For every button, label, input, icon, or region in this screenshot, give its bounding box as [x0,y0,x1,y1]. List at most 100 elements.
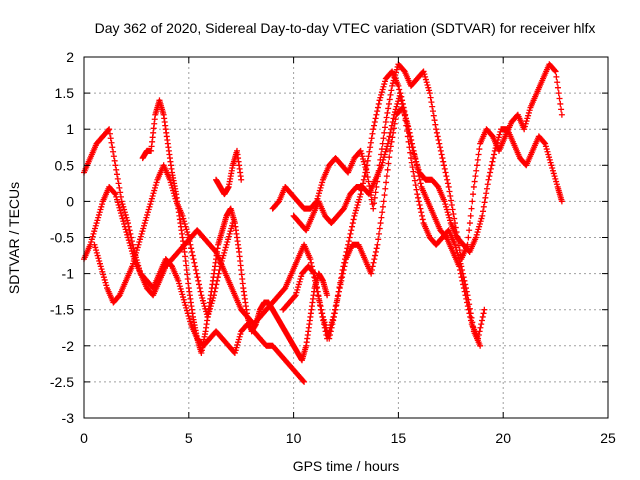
data-point [175,277,182,284]
data-point [371,256,378,263]
data-point [122,226,129,233]
data-point [98,266,105,273]
data-point [177,285,184,292]
data-point [388,138,395,145]
data-point [319,179,326,186]
data-point [94,217,101,224]
data-point [124,231,131,238]
data-point [144,211,151,218]
y-tick-label: 2 [66,49,74,65]
data-point [235,336,242,343]
data-point [472,234,479,241]
data-point [331,310,338,317]
data-point [379,203,386,210]
data-point [478,317,485,324]
data-point [448,202,455,209]
data-point [183,226,190,233]
data-point [295,284,302,291]
data-point [139,228,146,235]
data-point [125,237,132,244]
series-track-e [213,147,245,198]
data-point [325,330,332,337]
data-point [483,185,490,192]
data-point [412,182,419,189]
data-point [359,153,366,160]
data-point [396,86,403,93]
data-point [352,207,359,214]
data-point [398,93,405,100]
data-point [474,156,481,163]
data-point [389,82,396,89]
data-point [152,182,159,189]
data-point [114,199,121,206]
data-point [372,115,379,122]
data-point [98,203,105,210]
data-point [313,284,320,291]
data-point [411,177,418,184]
data-point [384,109,391,116]
data-point [426,90,433,97]
data-point [320,317,327,324]
data-point [382,124,389,131]
data-point [490,155,497,162]
data-point [443,173,450,180]
data-point [119,215,126,222]
data-point [235,339,242,346]
data-point [131,255,138,262]
data-point [415,198,422,205]
data-point [413,186,420,193]
data-point [480,208,487,215]
data-point [90,230,97,237]
data-point [470,183,477,190]
data-point [383,179,390,186]
data-point [292,292,299,299]
data-point [225,236,232,243]
data-point [426,87,433,94]
data-point [542,143,549,150]
data-point [105,127,112,134]
y-axis-ticks: -3 -2.5 -2 -1.5 -1 -0.5 0 0.5 1 1.5 2 [50,49,608,426]
data-point [148,195,155,202]
data-point [199,294,206,301]
data-point [133,249,140,256]
data-point [342,259,349,266]
data-point [364,157,371,164]
data-point [335,288,342,295]
data-point [475,151,482,158]
data-point [380,83,387,90]
data-point [153,179,160,186]
data-point [358,150,365,157]
data-point [367,139,374,146]
data-point [293,289,300,296]
data-point [447,217,454,224]
data-point [97,263,104,270]
data-point [472,173,479,180]
data-point [373,111,380,118]
x-tick-label: 5 [185,430,193,446]
data-point [476,146,483,153]
data-point [134,244,141,251]
data-point [433,126,440,133]
data-point [115,202,122,209]
data-point [551,67,558,74]
data-point [96,260,103,267]
data-point [385,160,392,167]
data-point [415,169,422,176]
data-point [112,162,119,169]
data-point [113,166,120,173]
data-point [192,263,199,270]
data-point [386,133,393,140]
data-point [467,212,474,219]
data-point [479,313,486,320]
data-point [389,80,396,87]
data-point [468,205,475,212]
data-point [369,263,376,270]
data-point [393,103,400,110]
data-point [408,159,415,166]
data-point [375,236,382,243]
data-point [183,307,190,314]
data-point [238,176,245,183]
data-point [476,328,483,335]
data-point [142,217,149,224]
data-point [451,241,458,248]
